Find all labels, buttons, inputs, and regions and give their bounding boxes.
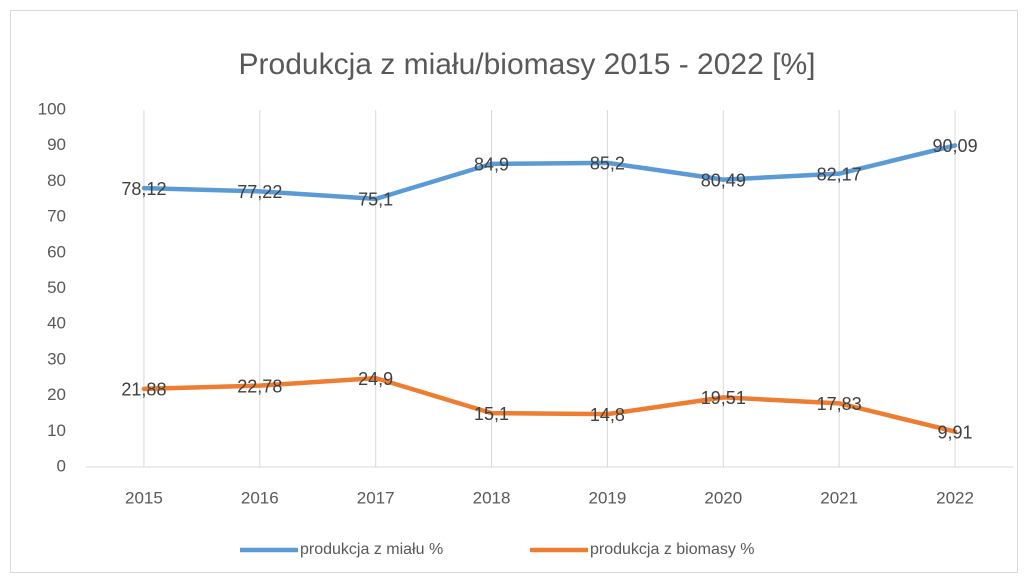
data-label: 80,49 [701, 170, 746, 190]
data-label: 21,88 [121, 380, 166, 400]
data-label: 75,1 [358, 190, 393, 210]
data-label: 9,91 [938, 422, 973, 442]
x-tick-label: 2015 [125, 488, 163, 507]
data-label: 90,09 [933, 136, 978, 156]
data-label: 19,51 [701, 388, 746, 408]
x-tick-label: 2022 [936, 488, 974, 507]
y-tick-label: 60 [47, 242, 66, 261]
x-tick-label: 2019 [589, 488, 627, 507]
x-tick-label: 2020 [704, 488, 742, 507]
x-tick-label: 2016 [241, 488, 279, 507]
data-label: 85,2 [590, 154, 625, 174]
x-tick-label: 2021 [820, 488, 858, 507]
y-tick-label: 0 [57, 456, 66, 475]
chart-border [10, 10, 1018, 573]
data-label: 14,8 [590, 405, 625, 425]
chart-title: Produkcja z miału/biomasy 2015 - 2022 [%… [239, 48, 816, 81]
y-tick-label: 100 [38, 99, 66, 118]
x-tick-label: 2018 [473, 488, 511, 507]
data-label: 22,78 [237, 376, 282, 396]
data-label: 24,9 [358, 369, 393, 389]
y-tick-label: 30 [47, 349, 66, 368]
data-label: 17,83 [817, 394, 862, 414]
series-line [141, 375, 958, 434]
series-line [141, 143, 958, 202]
data-label: 15,1 [474, 404, 509, 424]
y-tick-label: 80 [47, 171, 66, 190]
y-tick-label: 10 [47, 421, 66, 440]
data-label: 78,12 [121, 179, 166, 199]
y-tick-label: 70 [47, 207, 66, 226]
data-label: 77,22 [237, 182, 282, 202]
y-tick-label: 20 [47, 385, 66, 404]
legend-label: produkcja z biomasy % [590, 541, 755, 558]
legend-label: produkcja z miału % [300, 541, 443, 558]
data-label: 84,9 [474, 155, 509, 175]
y-tick-label: 40 [47, 314, 66, 333]
y-tick-label: 90 [47, 135, 66, 154]
data-label: 82,17 [817, 164, 862, 184]
y-tick-label: 50 [47, 278, 66, 297]
x-tick-label: 2017 [357, 488, 395, 507]
